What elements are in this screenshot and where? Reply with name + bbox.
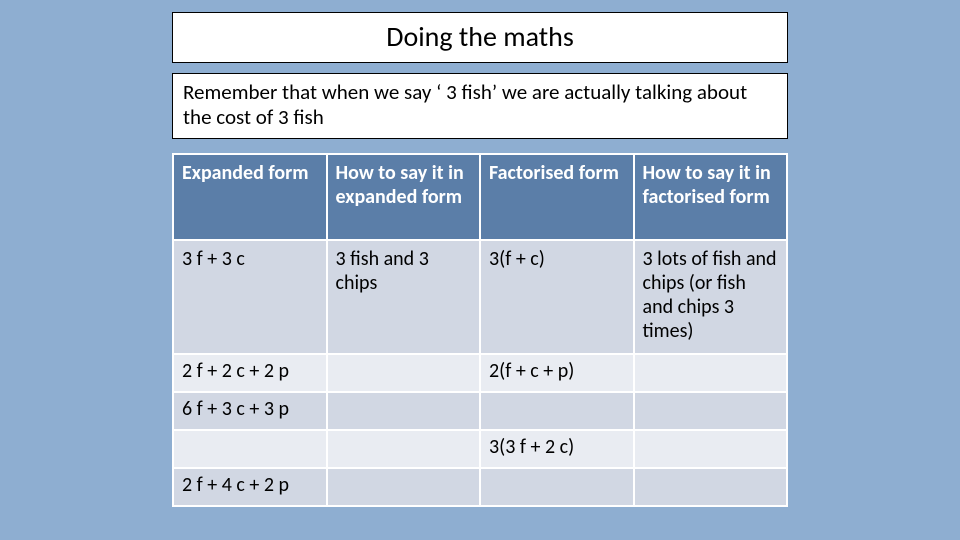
cell: 3 fish and 3 chips <box>327 240 481 354</box>
table-row: 2 f + 4 c + 2 p <box>173 468 787 506</box>
cell <box>634 430 788 468</box>
cell <box>327 468 481 506</box>
cell: 3(f + c) <box>480 240 634 354</box>
cell <box>480 468 634 506</box>
cell: 2 f + 4 c + 2 p <box>173 468 327 506</box>
cell: 3 lots of fish and chips (or fish and ch… <box>634 240 788 354</box>
page-subtitle-text: Remember that when we say ‘ 3 fish’ we a… <box>183 79 747 130</box>
cell: 3 f + 3 c <box>173 240 327 354</box>
cell <box>327 354 481 392</box>
table-row: 6 f + 3 c + 3 p <box>173 392 787 430</box>
table-row: 3(3 f + 2 c) <box>173 430 787 468</box>
col-factorised-form: Factorised form <box>480 154 634 240</box>
page-title-text: Doing the maths <box>386 19 574 54</box>
cell <box>327 430 481 468</box>
cell <box>173 430 327 468</box>
table-row: 2 f + 2 c + 2 p 2(f + c + p) <box>173 354 787 392</box>
cell <box>634 392 788 430</box>
cell <box>327 392 481 430</box>
cell: 6 f + 3 c + 3 p <box>173 392 327 430</box>
cell <box>634 354 788 392</box>
cell: 3(3 f + 2 c) <box>480 430 634 468</box>
col-expanded-form: Expanded form <box>173 154 327 240</box>
cell <box>480 392 634 430</box>
page-title: Doing the maths <box>172 12 788 63</box>
maths-table: Expanded form How to say it in expanded … <box>172 153 788 507</box>
cell <box>634 468 788 506</box>
col-how-to-say-expanded: How to say it in expanded form <box>327 154 481 240</box>
page-subtitle: Remember that when we say ‘ 3 fish’ we a… <box>172 73 788 139</box>
table-row: 3 f + 3 c 3 fish and 3 chips 3(f + c) 3 … <box>173 240 787 354</box>
cell: 2(f + c + p) <box>480 354 634 392</box>
col-how-to-say-factorised: How to say it in factorised form <box>634 154 788 240</box>
table-header-row: Expanded form How to say it in expanded … <box>173 154 787 240</box>
cell: 2 f + 2 c + 2 p <box>173 354 327 392</box>
